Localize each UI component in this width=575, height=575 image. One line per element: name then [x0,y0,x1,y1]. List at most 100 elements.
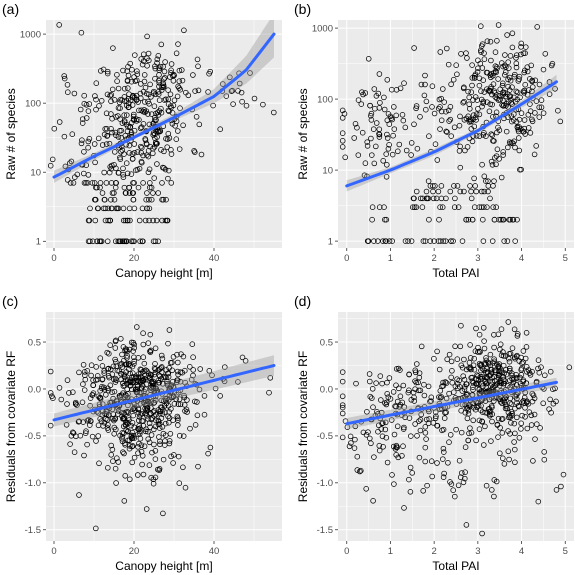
data-point [133,389,140,396]
data-point [422,424,429,430]
data-point [112,345,119,351]
data-point [156,80,162,86]
data-point [482,423,488,430]
data-point [106,140,113,147]
data-point [489,487,495,493]
data-point [505,448,512,455]
data-point [377,99,383,106]
data-point [520,398,527,404]
data-point [47,368,54,375]
data-point [426,416,432,422]
data-point [450,487,456,493]
data-point [512,71,518,78]
data-point [119,438,126,445]
data-point [86,101,93,107]
data-point [416,387,422,394]
data-point [339,393,346,400]
data-point [81,452,87,459]
data-point [445,61,452,68]
data-point [367,393,374,400]
data-point [509,44,516,51]
data-point [165,340,171,347]
data-point [105,205,111,212]
data-point [128,78,135,85]
x-tick-label: 0 [344,253,349,264]
data-point [49,156,56,163]
data-point [520,359,526,365]
data-point [442,238,449,244]
data-point [166,167,172,174]
data-point [99,190,106,196]
data-point [352,121,359,127]
data-point [102,126,108,132]
data-point [152,117,158,123]
data-point [489,404,495,411]
data-point [468,366,474,373]
data-point [429,83,436,89]
data-point [461,376,468,383]
data-point [130,374,137,380]
data-point [417,427,424,434]
data-point [126,190,133,196]
data-point [421,392,428,399]
data-point [478,88,484,94]
data-point [151,413,157,419]
data-point [108,452,114,458]
data-point [480,325,487,331]
data-point [71,90,78,97]
data-point [145,111,151,117]
data-point [488,438,494,444]
data-point [147,349,154,355]
data-point [141,360,148,367]
data-point [121,85,128,92]
data-point [108,92,115,98]
data-point [168,61,175,67]
data-point [488,71,494,77]
data-point [485,188,491,195]
data-point [151,103,158,109]
data-point [498,174,505,181]
data-point [514,414,520,421]
data-point [475,349,481,355]
data-point [122,473,128,479]
data-point [522,414,528,420]
data-point [369,395,375,401]
data-point [369,216,375,223]
data-point [402,124,409,131]
data-point [146,166,153,173]
data-point [414,361,420,367]
data-point [448,238,454,244]
data-point [170,102,177,109]
data-point [481,345,488,352]
data-point [339,402,346,408]
data-point [522,131,528,137]
data-point [161,97,168,103]
data-point [481,173,488,180]
data-point [508,113,515,119]
data-point [235,88,241,94]
chart-panel-c: 0 20 40 -1.5 -1.0 -0.5 0.0 0.5 Canopy height [m]… [2,293,282,573]
data-point [152,423,159,430]
data-point [443,108,449,115]
data-layer [47,324,276,532]
data-point [457,188,464,195]
data-point [427,238,434,244]
data-point [460,99,466,106]
data-point [358,467,364,474]
data-point [494,95,500,102]
data-point [90,377,96,383]
data-point [505,83,511,90]
data-point [136,423,142,429]
data-point [461,356,467,363]
data-point [141,443,148,450]
data-point [483,374,490,380]
data-point [175,371,181,378]
data-point [152,448,159,454]
data-point [251,95,258,102]
data-point [489,238,496,244]
data-point [480,100,486,106]
data-point [166,440,173,447]
data-point [125,361,132,367]
data-point [552,86,558,92]
